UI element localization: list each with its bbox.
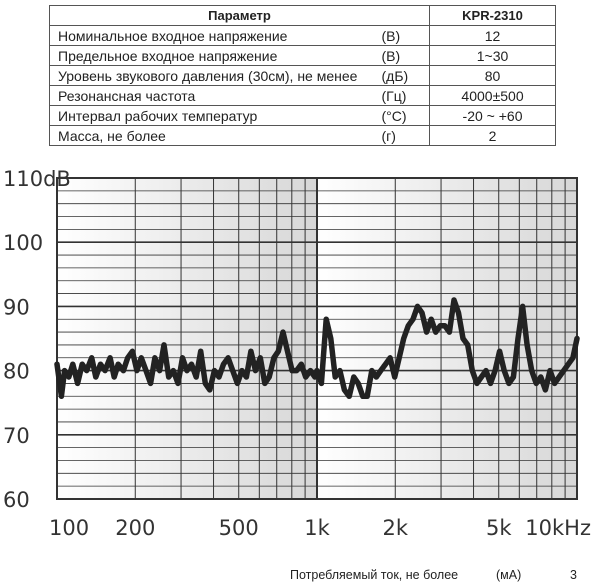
- footer-row: Потребляемый ток, не более (мА) 3: [0, 568, 591, 588]
- chart-background: [57, 178, 577, 499]
- param-unit: (дБ): [379, 65, 431, 86]
- x-tick-label: 10kHz: [525, 516, 591, 540]
- spec-table: Параметр KPR-2310 Номинальное входное на…: [48, 5, 557, 146]
- header-model: KPR-2310: [429, 5, 557, 26]
- decade-background: [317, 178, 577, 499]
- param-unit: (°С): [379, 105, 431, 126]
- decade-background: [57, 178, 317, 499]
- table-row: Интервал рабочих температур (°С) -20 ~ +60: [49, 105, 557, 126]
- series-line-0: [54, 297, 580, 400]
- param-unit: (Гц): [379, 85, 431, 106]
- table-header-row: Параметр KPR-2310: [48, 5, 557, 26]
- y-tick-label: 90: [3, 295, 30, 319]
- param-value: 80: [429, 65, 557, 86]
- param-unit: (г): [379, 125, 431, 146]
- param-unit: (В): [379, 45, 431, 66]
- chart-series: [54, 297, 580, 400]
- table-row: Номинальное входное напряжение (В) 12: [49, 25, 557, 46]
- param-value: -20 ~ +60: [429, 105, 557, 126]
- x-tick-label: 5k: [486, 516, 512, 540]
- param-value: 2: [429, 125, 557, 146]
- table-row: Резонансная частота (Гц) 4000±500: [49, 85, 557, 106]
- x-tick-label: 500: [219, 516, 259, 540]
- param-name: Резонансная частота: [49, 85, 380, 106]
- y-tick-label: 80: [3, 360, 30, 384]
- x-tick-label: 200: [115, 516, 155, 540]
- param-name: Масса, не более: [49, 125, 380, 146]
- y-tick-label: 60: [3, 488, 30, 512]
- x-tick-label: 2k: [383, 516, 409, 540]
- footer-value: 3: [570, 568, 577, 582]
- param-value: 4000±500: [429, 85, 557, 106]
- param-unit: (В): [379, 25, 431, 46]
- param-name: Уровень звукового давления (30см), не ме…: [49, 65, 380, 86]
- param-name: Предельное входное напряжение: [49, 45, 380, 66]
- frequency-response-chart: 60 70 80 90 100 110dB 100 200 500 1k 2k 5k 10kHz: [3, 170, 591, 540]
- y-tick-label: 100: [3, 231, 43, 255]
- param-name: Интервал рабочих температур: [49, 105, 380, 126]
- x-tick-label: 1k: [304, 516, 330, 540]
- chart-tick-labels: 60 70 80 90 100 110dB 100 200 500 1k 2k 5k 10kHz: [3, 170, 591, 540]
- x-tick-label: 100: [49, 516, 89, 540]
- y-tick-label: 110dB: [3, 170, 71, 191]
- y-tick-label: 70: [3, 424, 30, 448]
- footer-name: Потребляемый ток, не более: [290, 568, 459, 582]
- table-row: Масса, не более (г) 2: [49, 125, 557, 146]
- param-value: 12: [429, 25, 557, 46]
- footer-unit: (мА): [496, 568, 522, 582]
- header-parameter: Параметр: [48, 5, 431, 26]
- param-value: 1~30: [429, 45, 557, 66]
- param-name: Номинальное входное напряжение: [49, 25, 380, 46]
- chart-grid: [56, 177, 578, 500]
- table-row: Предельное входное напряжение (В) 1~30: [49, 45, 557, 66]
- table-row: Уровень звукового давления (30см), не ме…: [49, 65, 557, 86]
